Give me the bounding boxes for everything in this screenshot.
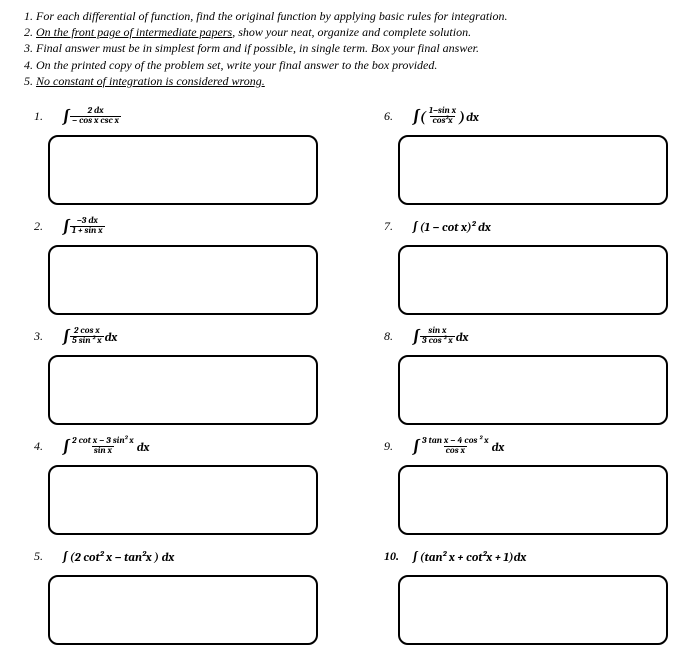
answer-box	[48, 355, 318, 425]
problem-text: ∫ 3 tan x − 4 cos ² xcos x dx	[412, 437, 504, 458]
answer-box	[48, 465, 318, 535]
answer-box	[398, 355, 668, 425]
problem-5: 5. ∫ (2 cot² x − tan²x ) dx	[34, 543, 334, 645]
problem-number: 5.	[34, 549, 62, 564]
problem-number: 9.	[384, 439, 412, 454]
answer-box	[48, 135, 318, 205]
problem-2: 2. ∫ −3 dx1 + sin x	[34, 213, 334, 315]
problem-text: ∫ (2 cot² x − tan²x ) dx	[62, 550, 174, 564]
instruction-line-3: 3. Final answer must be in simplest form…	[24, 40, 682, 56]
problem-10: 10. ∫ (tan² x + cot²x + 1)dx	[384, 543, 684, 645]
problem-text: ∫( 1−sin xcos²x ) dx	[412, 107, 479, 128]
instruction-line-5: 5. No constant of integration is conside…	[24, 73, 682, 89]
problem-text: ∫ 2 dx− cos x csc x	[62, 107, 121, 128]
answer-box	[398, 575, 668, 645]
problem-number: 8.	[384, 329, 412, 344]
problem-grid: 1. ∫ 2 dx− cos x csc x 6. ∫( 1−sin xcos²…	[34, 103, 682, 645]
problem-number: 1.	[34, 109, 62, 124]
answer-box	[398, 465, 668, 535]
instructions-block: 1. For each differential of function, fi…	[24, 8, 682, 89]
problem-text: ∫ 2 cos x5 sin ² x dx	[62, 327, 117, 348]
answer-box	[398, 245, 668, 315]
answer-box	[398, 135, 668, 205]
problem-4: 4. ∫ 2 cot x − 3 sin² xsin x dx	[34, 433, 334, 535]
problem-number: 3.	[34, 329, 62, 344]
problem-number: 4.	[34, 439, 62, 454]
problem-1: 1. ∫ 2 dx− cos x csc x	[34, 103, 334, 205]
problem-9: 9. ∫ 3 tan x − 4 cos ² xcos x dx	[384, 433, 684, 535]
problem-6: 6. ∫( 1−sin xcos²x ) dx	[384, 103, 684, 205]
problem-number: 6.	[384, 109, 412, 124]
problem-text: ∫ (1 − cot x)² dx	[412, 220, 491, 234]
problem-7: 7. ∫ (1 − cot x)² dx	[384, 213, 684, 315]
instruction-line-1: 1. For each differential of function, fi…	[24, 8, 682, 24]
problem-number: 7.	[384, 219, 412, 234]
instruction-line-4: 4. On the printed copy of the problem se…	[24, 57, 682, 73]
problem-text: ∫ −3 dx1 + sin x	[62, 217, 105, 238]
problem-3: 3. ∫ 2 cos x5 sin ² x dx	[34, 323, 334, 425]
problem-number: 2.	[34, 219, 62, 234]
problem-text: ∫ (tan² x + cot²x + 1)dx	[412, 550, 526, 564]
problem-8: 8. ∫ sin x3 cos ² x dx	[384, 323, 684, 425]
answer-box	[48, 575, 318, 645]
answer-box	[48, 245, 318, 315]
problem-text: ∫ sin x3 cos ² x dx	[412, 327, 468, 348]
problem-number: 10.	[384, 549, 412, 564]
problem-text: ∫ 2 cot x − 3 sin² xsin x dx	[62, 437, 149, 458]
instruction-line-2: 2. On the front page of intermediate pap…	[24, 24, 682, 40]
